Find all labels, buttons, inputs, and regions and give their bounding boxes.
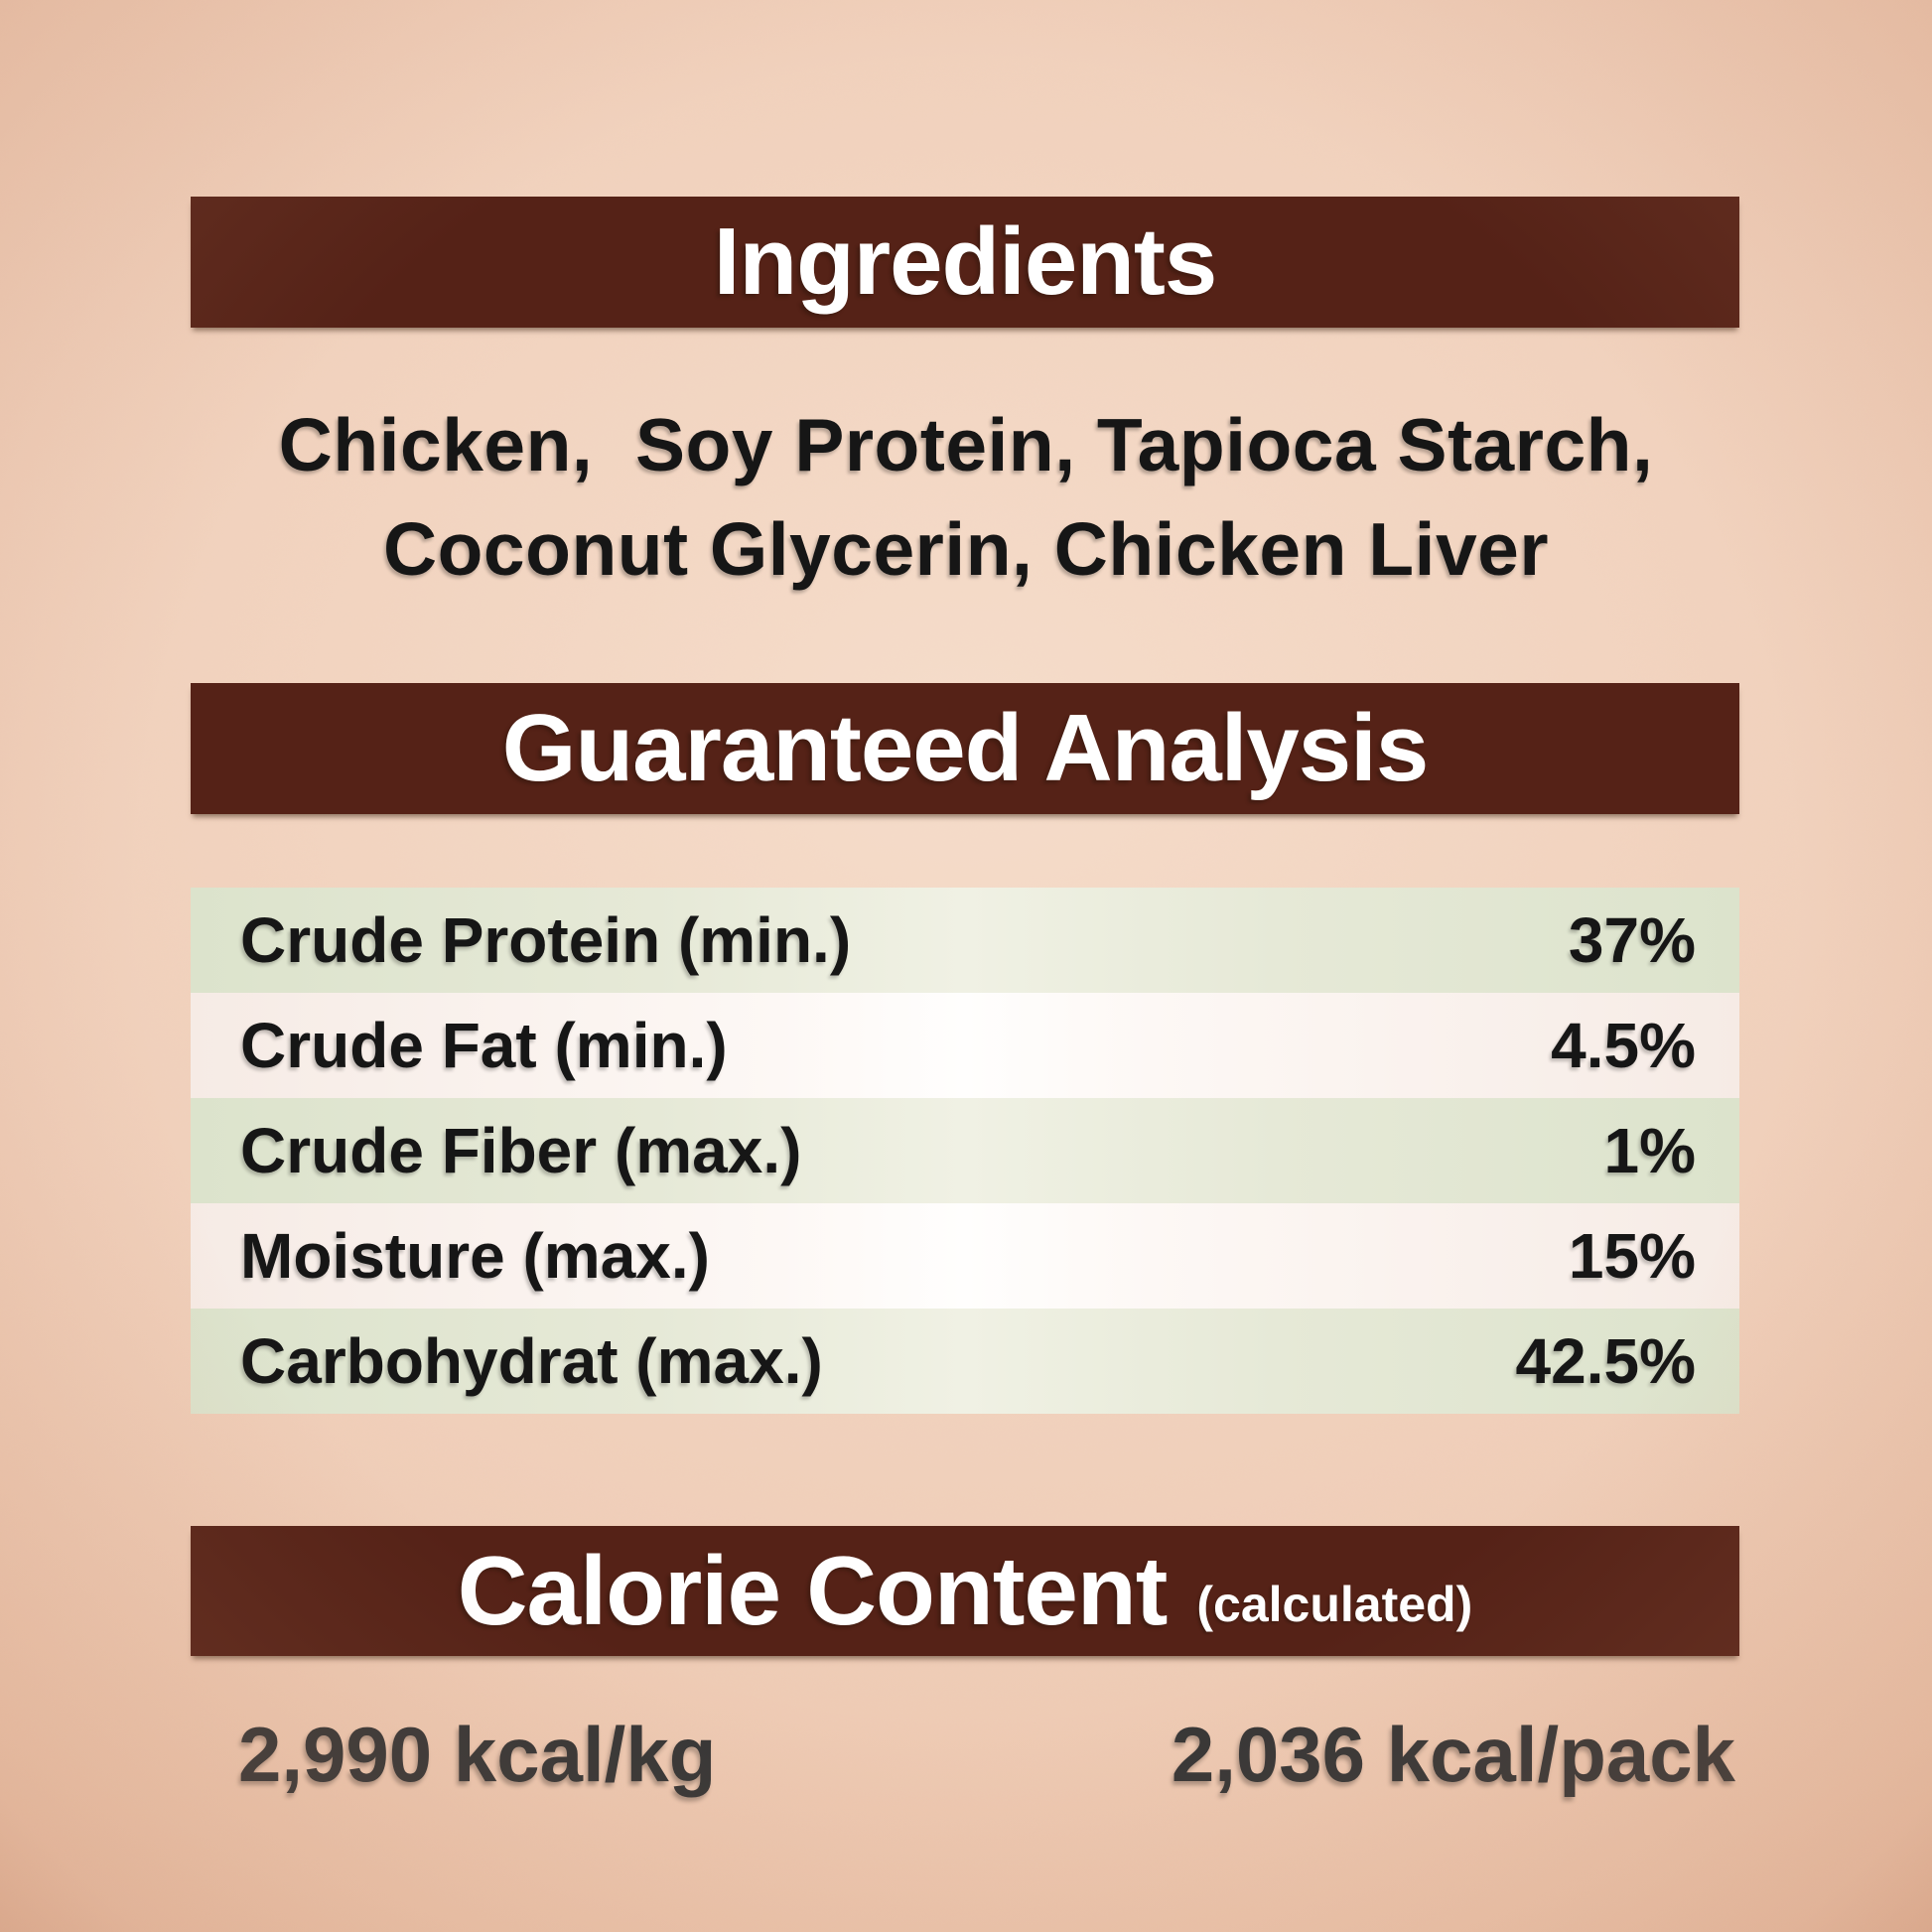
calories-per-pack: 2,036 kcal/pack — [1171, 1711, 1735, 1798]
ingredients-line-2: Coconut Glycerin, Chicken Liver — [382, 507, 1550, 591]
row-value: 37% — [1568, 904, 1696, 976]
table-row: Crude Fiber (max.) 1% — [191, 1098, 1739, 1203]
row-label: Crude Fiber (max.) — [240, 1115, 802, 1186]
row-value: 42.5% — [1515, 1325, 1696, 1397]
ingredients-line-1: Chicken, Soy Protein, Tapioca Starch, — [278, 403, 1654, 486]
calorie-content-header-bar: Calorie Content (calculated) — [191, 1526, 1739, 1656]
calorie-content-title: Calorie Content — [457, 1536, 1169, 1645]
ingredients-header-bar: Ingredients — [191, 197, 1739, 328]
calorie-content-subtitle: (calculated) — [1196, 1576, 1473, 1632]
ingredients-list: Chicken, Soy Protein, Tapioca Starch, Co… — [95, 393, 1837, 602]
row-label: Crude Protein (min.) — [240, 904, 852, 976]
row-value: 1% — [1603, 1115, 1697, 1186]
row-label: Moisture (max.) — [240, 1220, 710, 1292]
guaranteed-analysis-title: Guaranteed Analysis — [501, 695, 1429, 801]
guaranteed-analysis-header-bar: Guaranteed Analysis — [191, 683, 1739, 814]
table-row: Carbohydrat (max.) 42.5% — [191, 1309, 1739, 1414]
calories-per-kg: 2,990 kcal/kg — [238, 1711, 717, 1798]
ingredients-title: Ingredients — [713, 208, 1217, 315]
table-row: Moisture (max.) 15% — [191, 1203, 1739, 1309]
row-label: Carbohydrat (max.) — [240, 1325, 823, 1397]
table-row: Crude Protein (min.) 37% — [191, 888, 1739, 993]
guaranteed-analysis-table: Crude Protein (min.) 37% Crude Fat (min.… — [191, 888, 1739, 1414]
table-row: Crude Fat (min.) 4.5% — [191, 993, 1739, 1098]
calorie-values-row: 2,990 kcal/kg 2,036 kcal/pack — [191, 1710, 1739, 1800]
row-value: 15% — [1568, 1220, 1696, 1292]
row-value: 4.5% — [1551, 1010, 1696, 1081]
row-label: Crude Fat (min.) — [240, 1010, 728, 1081]
